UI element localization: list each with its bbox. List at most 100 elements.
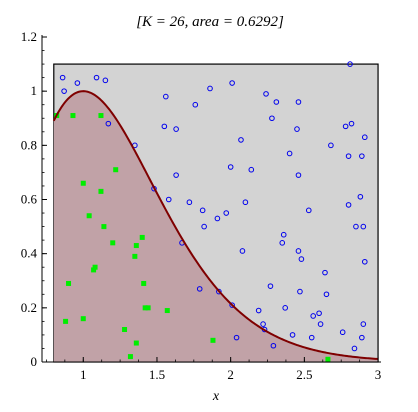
curve-layer xyxy=(52,90,379,361)
miss-point xyxy=(310,313,317,319)
miss-point xyxy=(214,215,221,222)
hit-point xyxy=(91,267,97,273)
y-tick-label: 0.4 xyxy=(21,246,38,261)
miss-point xyxy=(239,248,246,254)
hit-point xyxy=(122,327,128,332)
miss-point xyxy=(339,329,346,336)
miss-point xyxy=(201,223,207,230)
hit-point xyxy=(145,305,151,311)
x-tick-label: 2.5 xyxy=(296,367,312,382)
miss-point xyxy=(282,305,288,311)
hit-point xyxy=(66,280,72,286)
x-tick-label: 2 xyxy=(227,367,234,382)
miss-point xyxy=(345,202,352,208)
axes-layer: 0 0.2 0.4 0.6 0.8 1 1.2 1 1.5 2 2.5 3 xyxy=(21,29,382,382)
miss-point xyxy=(165,196,172,203)
miss-point xyxy=(357,193,364,200)
hit-point xyxy=(63,318,69,324)
miss-point xyxy=(342,123,349,130)
miss-point xyxy=(328,142,334,149)
hit-point xyxy=(101,224,107,230)
hit-point xyxy=(98,188,104,194)
hit-point xyxy=(132,253,138,259)
miss-point xyxy=(295,248,302,254)
x-tick-label: 1.5 xyxy=(149,367,165,382)
miss-point xyxy=(295,99,302,105)
y-tick-label: 1.2 xyxy=(21,29,37,44)
miss-point xyxy=(351,345,358,352)
miss-point xyxy=(105,120,112,127)
hit-point xyxy=(133,243,139,249)
miss-point xyxy=(61,88,67,94)
miss-point xyxy=(233,334,240,341)
miss-point xyxy=(199,207,206,214)
hit-point xyxy=(164,308,170,314)
miss-point xyxy=(74,80,81,86)
miss-point xyxy=(207,85,213,92)
miss-point xyxy=(267,283,274,289)
miss-point xyxy=(317,321,324,327)
miss-point xyxy=(323,291,330,298)
chart-title: [K = 26, area = 0.6292] xyxy=(136,14,284,30)
hit-point xyxy=(98,113,104,119)
y-tick-label: 0.8 xyxy=(21,137,37,152)
y-tick-label: 1 xyxy=(31,83,38,98)
miss-point xyxy=(280,231,287,238)
y-tick-label: 0.6 xyxy=(21,192,38,207)
hit-point xyxy=(80,316,86,322)
hit-point xyxy=(70,113,76,119)
miss-point xyxy=(93,74,100,81)
hit-point xyxy=(86,213,92,219)
hit-point xyxy=(133,340,139,346)
miss-point xyxy=(260,321,266,327)
miss-point xyxy=(186,199,193,206)
miss-point xyxy=(161,123,168,130)
miss-point xyxy=(305,207,312,214)
miss-point xyxy=(294,126,300,132)
miss-point xyxy=(102,77,109,84)
hit-point xyxy=(113,167,119,173)
miss-point xyxy=(273,99,280,105)
miss-point xyxy=(270,342,277,349)
hit-point xyxy=(325,356,331,362)
hit-point xyxy=(141,280,147,286)
miss-point xyxy=(229,80,235,86)
miss-point xyxy=(347,61,353,67)
hit-point xyxy=(127,354,133,360)
miss-point xyxy=(360,321,367,327)
x-axis-label: x xyxy=(212,389,220,404)
miss-point xyxy=(322,269,328,276)
miss-point xyxy=(308,334,315,341)
miss-point xyxy=(163,93,169,100)
miss-point xyxy=(248,166,255,173)
hit-point xyxy=(210,337,216,343)
miss-point xyxy=(359,153,365,159)
hit-point xyxy=(139,234,145,240)
miss-point xyxy=(345,153,352,159)
miss-point xyxy=(316,310,322,317)
area-under-curve-layer xyxy=(53,91,379,363)
miss-point xyxy=(238,137,244,143)
miss-point xyxy=(227,164,234,170)
area-under-curve xyxy=(53,91,379,363)
miss-point xyxy=(279,240,286,246)
x-tick-label: 3 xyxy=(375,367,382,382)
miss-point xyxy=(223,210,230,216)
miss-point xyxy=(59,74,66,81)
miss-point xyxy=(289,332,296,338)
miss-point xyxy=(361,258,368,265)
miss-point xyxy=(353,223,359,230)
hit-point xyxy=(92,264,98,270)
miss-point xyxy=(286,150,293,157)
miss-point xyxy=(359,334,365,341)
miss-point xyxy=(295,172,302,178)
miss-point xyxy=(196,286,203,292)
miss-point xyxy=(360,223,367,230)
miss-point xyxy=(348,120,355,127)
miss-point xyxy=(216,288,222,295)
hit-point xyxy=(80,180,86,186)
hit-point xyxy=(142,305,148,311)
y-tick-label: 0 xyxy=(31,354,38,369)
